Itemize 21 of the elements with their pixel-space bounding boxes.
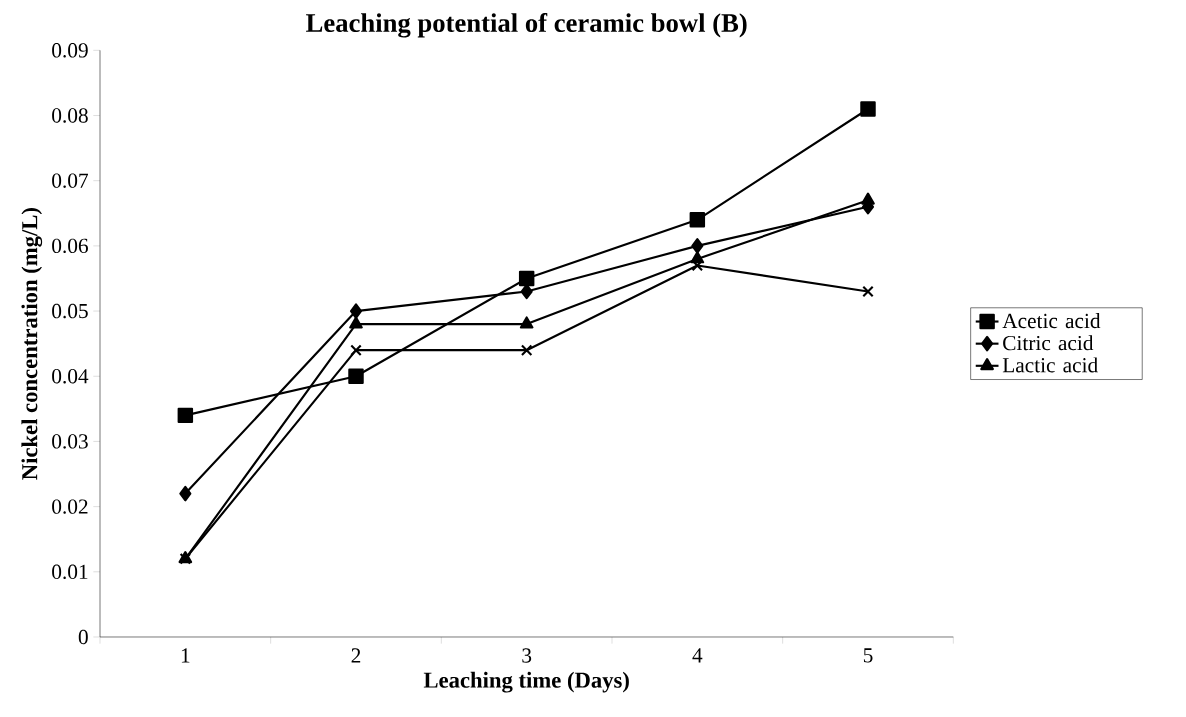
y-tick-label: 0.01	[52, 564, 88, 580]
x-tick-label: 4	[692, 648, 703, 663]
x-tick-label: 5	[863, 648, 873, 663]
y-tick-label: 0.07	[52, 173, 89, 188]
y-tick-label: 0.08	[52, 108, 88, 123]
legend-label: Lactic acid	[1002, 357, 1098, 373]
x-tick-label: 2	[351, 648, 361, 663]
y-axis-title: Nickel concentration (mg/L)	[21, 208, 43, 480]
legend-label: Acetic acid	[1002, 313, 1101, 329]
y-tick-label: 0.04	[52, 369, 89, 384]
x-tick-label: 1	[181, 648, 190, 663]
y-tick-label: 0.06	[52, 238, 88, 254]
y-tick-label: 0.09	[52, 43, 88, 58]
chart-title: Leaching potential of ceramic bowl (B)	[306, 12, 747, 38]
y-tick-label: 0.02	[52, 499, 88, 514]
y-tick-label: 0	[78, 629, 88, 645]
x-axis-title: Leaching time (Days)	[423, 671, 629, 693]
y-tick-label: 0.05	[52, 303, 88, 319]
y-tick-label: 0.03	[52, 434, 88, 449]
x-tick-label: 3	[522, 648, 532, 663]
legend-label: Citric acid	[1003, 335, 1094, 351]
